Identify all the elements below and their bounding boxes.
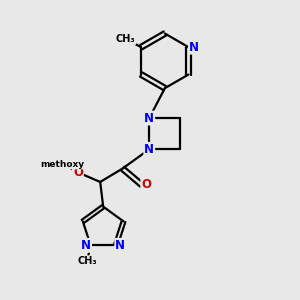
Text: N: N	[189, 41, 199, 54]
Text: methoxy: methoxy	[40, 160, 85, 169]
Text: O: O	[73, 166, 83, 179]
Text: CH₃: CH₃	[116, 34, 135, 44]
Text: N: N	[144, 112, 154, 124]
Text: N: N	[144, 143, 154, 156]
Text: CH₃: CH₃	[78, 256, 98, 266]
Text: N: N	[81, 239, 91, 252]
Text: N: N	[115, 239, 125, 252]
Text: O: O	[141, 178, 151, 191]
